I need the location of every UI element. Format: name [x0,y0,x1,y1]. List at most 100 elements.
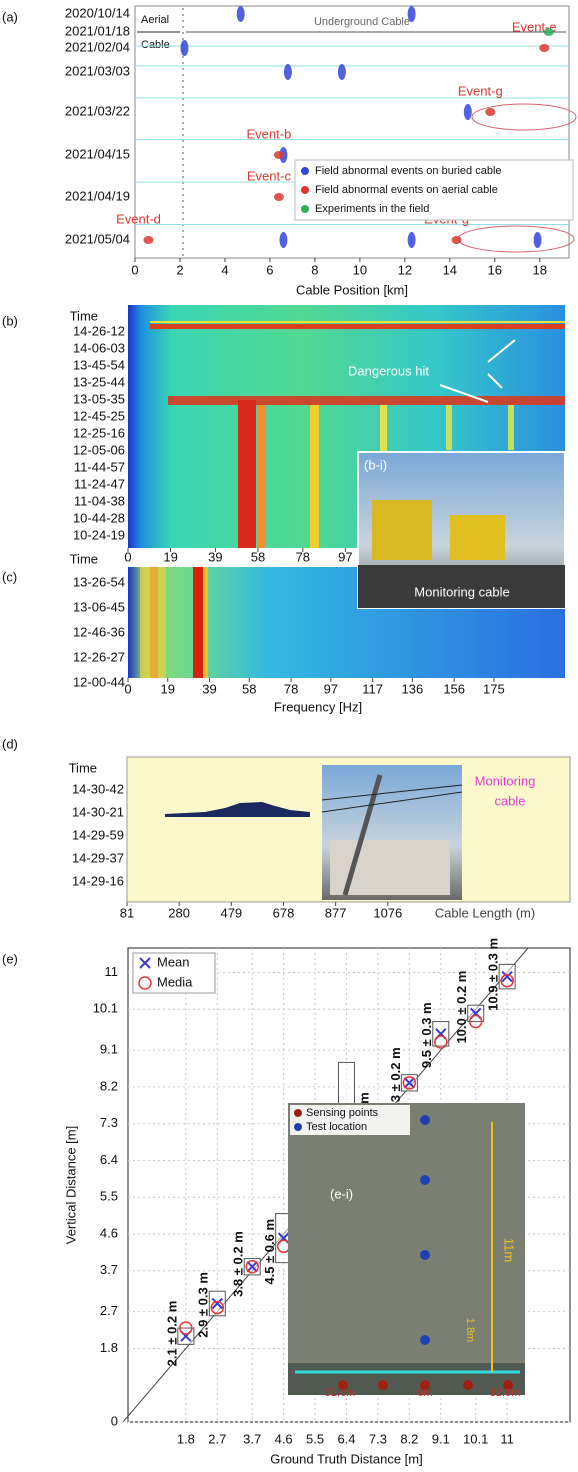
x-tick-label: 16 [488,262,502,277]
photo-excavator [372,500,432,560]
y-tick-label: 11-24-47 [74,476,125,491]
x-tick-label: 39 [208,549,222,564]
x-tick-label: 1.8 [177,1431,195,1446]
x-tick-label: 39 [202,681,216,696]
y-axis-label: Time [70,308,98,323]
spectrogram-band [150,321,565,323]
x-tick-label: 7.3 [369,1431,387,1446]
event-marker [485,108,496,116]
sensing-point [420,1380,430,1390]
y-tick-label: 13-25-44 [73,374,125,389]
event-marker [539,44,550,52]
y-tick-label: 10.1 [93,1001,118,1016]
event-marker [236,6,245,22]
event-marker [543,28,554,36]
legend-text: Experiments in the field [315,203,429,215]
photo-pole [342,774,383,896]
spectrogram-band [203,567,208,678]
x-tick-label: 19 [160,681,174,696]
x-tick-label: 0 [131,262,138,277]
y-tick-label: 13-26-54 [73,574,125,589]
x-tick-label: 0 [124,681,131,696]
y-tick-label: 12-00-44 [73,674,125,689]
y-tick-label: 0 [111,1413,118,1428]
x-tick-label: 12 [398,262,412,277]
median-marker [468,1014,483,1029]
annotation: Dangerous hit [348,363,429,378]
x-tick-label: 1076 [373,905,402,920]
x-tick-label: 280 [168,905,190,920]
inset-caption: cable [494,793,525,808]
y-tick-label: 2.7 [100,1303,118,1318]
event-marker [180,40,189,56]
position-label: 32.6m [325,1387,356,1399]
x-tick-label: 3.7 [243,1431,261,1446]
y-tick-label: 6.4 [100,1152,118,1167]
annotation: Cable [141,39,170,51]
legend-box [132,952,216,994]
event-marker [273,151,284,159]
test-location [420,1175,430,1185]
event-marker [273,193,284,201]
value-label: 4.5 ± 0.6 m [262,1219,277,1285]
dimension-label: 11m [502,1238,517,1262]
event-marker [407,6,416,22]
panel-label: (e) [2,951,18,966]
dimension-label: 1.8m [464,1318,476,1342]
test-location [420,1115,430,1125]
x-tick-label: 6.4 [337,1431,355,1446]
inset-caption: Monitoring cable [414,584,509,599]
x-tick-label: 58 [251,549,265,564]
y-tick-label: 13-45-54 [73,357,125,372]
x-axis-label: Cable Length (m) [435,905,535,920]
legend-marker [301,167,309,175]
legend-marker [294,1123,302,1131]
x-tick-label: 97 [338,549,352,564]
y-tick-label: 10-44-28 [73,510,125,525]
spectrogram-band [150,324,565,329]
mean-marker [501,970,513,983]
median-marker [500,973,514,988]
y-tick-label: 2021/05/04 [65,231,130,246]
legend-text: Field abnormal events on buried cable [315,165,502,177]
median-marker [179,1321,193,1335]
x-tick-label: 8 [311,262,318,277]
arrow [487,339,516,363]
legend-text: Media [157,974,193,989]
x-tick-label: 877 [325,905,347,920]
value-label: 3.8 ± 0.2 m [231,1231,246,1297]
x-tick-label: 8.2 [400,1431,418,1446]
y-tick-label: 9.1 [100,1042,118,1057]
y-tick-label: 8.2 [100,1078,118,1093]
x-tick-label: 2.7 [208,1431,226,1446]
y-tick-label: 12-26-27 [73,649,125,664]
x-tick-label: 136 [402,681,424,696]
x-tick-label: 479 [220,905,242,920]
photo-ground [288,1363,525,1395]
event-marker [279,232,288,248]
value-label: 2.9 ± 0.3 m [196,1272,211,1338]
y-tick-label: 2021/02/04 [65,39,130,54]
x-tick-label: 9.1 [432,1431,450,1446]
y-tick-label: 14-06-03 [73,340,125,355]
y-tick-label: 13-05-35 [73,391,125,406]
inset-legend [290,1105,410,1135]
annotation: Underground Cable [314,16,410,28]
event-label: Event-d [116,211,161,226]
y-tick-label: 11 [105,964,119,979]
y-tick-label: 12-05-06 [73,442,125,457]
x-tick-label: 78 [284,681,298,696]
x-tick-label: 6 [266,262,273,277]
spectrogram-band [446,405,452,450]
sensing-point [378,1380,388,1390]
waterfall-trace [165,802,310,817]
event-label: Event-c [247,168,292,183]
spectrogram-band [238,400,256,548]
x-tick-label: 0 [124,549,131,564]
x-tick-label: 14 [443,262,457,277]
sensing-point [338,1380,348,1390]
y-tick-label: 2021/04/15 [65,146,130,161]
median-marker [434,1035,448,1049]
sensing-point [503,1380,513,1390]
